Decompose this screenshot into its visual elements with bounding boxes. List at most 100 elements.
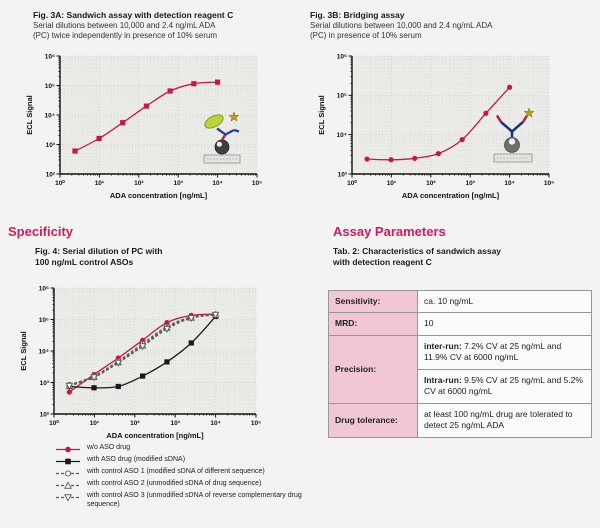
legend-item: w/o ASO drug <box>55 444 315 454</box>
tab2-caption-line2: with detection reagent C <box>333 257 432 268</box>
svg-text:10⁶: 10⁶ <box>337 53 347 60</box>
table-row: Drug tolerance: at least 100 ng/mL drug … <box>328 402 592 438</box>
fig3a-chart: 10⁰ 10¹ 10² 10³ 10⁴ 10⁵ 10² 10³ 10⁴ 10⁵ 10⁶ ADA con… <box>24 50 269 202</box>
table-row: Sensitivity: ca. 10 ng/mL <box>328 289 592 314</box>
svg-text:10²: 10² <box>46 171 56 178</box>
fig3a-description: Serial dilutions between 10,000 and 2.4 … <box>33 21 289 41</box>
legend-label: with control ASO 1 (modified sDNA of dif… <box>87 468 265 475</box>
svg-text:10⁵: 10⁵ <box>45 83 55 90</box>
fig3a-desc-line1: Serial dilutions between 10,000 and 2.4 … <box>33 21 216 31</box>
svg-text:ECL Signal: ECL Signal <box>19 331 28 370</box>
drug-tolerance-value: at least 100 ng/mL drug are tolerated to… <box>417 402 592 438</box>
svg-text:10⁴: 10⁴ <box>212 180 222 187</box>
sensitivity-value: ca. 10 ng/mL <box>417 289 592 314</box>
legend-marker-circle-icon <box>56 446 80 453</box>
svg-text:10³: 10³ <box>46 142 56 149</box>
svg-text:10⁵: 10⁵ <box>252 180 262 187</box>
svg-text:10³: 10³ <box>40 380 50 387</box>
svg-text:10⁰: 10⁰ <box>49 419 59 427</box>
svg-text:10³: 10³ <box>465 180 475 187</box>
svg-text:10¹: 10¹ <box>387 180 396 187</box>
fig4-caption-line1: Fig. 4: Serial dilution of PC with <box>35 246 163 256</box>
svg-text:ADA concentration [ng/mL]: ADA concentration [ng/mL] <box>402 191 500 200</box>
svg-text:10²: 10² <box>134 180 144 187</box>
legend-item: with control ASO 2 (unmodified sDNA of d… <box>55 480 315 490</box>
svg-text:10¹: 10¹ <box>90 420 99 427</box>
svg-text:ECL Signal: ECL Signal <box>317 95 326 134</box>
legend-label: with control ASO 3 (unmodified sDNA of r… <box>87 492 302 508</box>
svg-text:10²: 10² <box>426 180 436 187</box>
fig3a-title: Fig. 3A: Sandwich assay with detection r… <box>33 10 234 20</box>
fig3b-title: Fig. 3B: Bridging assay <box>310 10 405 20</box>
svg-text:10⁰: 10⁰ <box>55 179 65 187</box>
drug-tolerance-label: Drug tolerance: <box>328 402 418 438</box>
fig3b-caption: Fig. 3B: Bridging assay Serial dilutions… <box>310 10 566 42</box>
legend-item: with ASO drug (modified sDNA) <box>55 456 315 466</box>
svg-text:10²: 10² <box>130 420 140 427</box>
svg-text:10⁴: 10⁴ <box>39 348 49 355</box>
table-row: MRD: 10 <box>328 312 592 336</box>
svg-text:10³: 10³ <box>173 180 183 187</box>
legend-marker-triangle-open-icon <box>56 481 80 489</box>
svg-text:10⁵: 10⁵ <box>544 180 554 187</box>
svg-text:10⁴: 10⁴ <box>337 132 347 139</box>
fig3a-caption: Fig. 3A: Sandwich assay with detection r… <box>33 10 289 42</box>
intra-run-label: Intra-run: <box>424 374 462 385</box>
legend-label: with ASO drug (modified sDNA) <box>87 456 186 463</box>
fig4-caption: Fig. 4: Serial dilution of PC with 100 n… <box>35 246 265 268</box>
legend-item: with control ASO 3 (unmodified sDNA of r… <box>55 492 315 510</box>
svg-text:10⁶: 10⁶ <box>45 53 55 60</box>
fig4-chart: 10⁰ 10¹ 10² 10³ 10⁴ 10⁵ 10² 10³ 10⁴ 10⁵ 10⁶ ADA con… <box>18 282 268 442</box>
legend-marker-circle-open-icon <box>56 470 80 477</box>
legend-marker-square-icon <box>56 458 80 465</box>
bridging-assay-schematic-icon <box>493 107 535 163</box>
legend-item: with control ASO 1 (modified sDNA of dif… <box>55 468 315 478</box>
legend-label: w/o ASO drug <box>87 444 131 451</box>
sandwich-assay-schematic-icon <box>203 111 241 164</box>
mrd-value: 10 <box>417 312 592 336</box>
svg-text:10⁴: 10⁴ <box>504 180 514 187</box>
svg-text:10⁶: 10⁶ <box>39 285 49 292</box>
legend-label: with control ASO 2 (unmodified sDNA of d… <box>87 480 262 487</box>
tab2-caption: Tab. 2: Characteristics of sandwich assa… <box>333 246 583 268</box>
precision-inter-run-value: inter-run: 7.2% CV at 25 ng/mL and 11.9%… <box>417 334 592 370</box>
fig3b-description: Serial dilutions between 10,000 and 2.4 … <box>310 21 566 41</box>
fig3b-desc-line1: Serial dilutions between 10,000 and 2.4 … <box>310 21 493 31</box>
svg-text:10⁴: 10⁴ <box>45 112 55 119</box>
fig3b-chart: 10⁰ 10¹ 10² 10³ 10⁴ 10⁵ 10³ 10⁴ 10⁵ 10⁶ ADA concen… <box>316 50 561 202</box>
fig3b-desc-line2: (PC) in presence of 10% serum <box>310 31 422 41</box>
mrd-label: MRD: <box>328 312 418 336</box>
fig4-caption-line2: 100 ng/mL control ASOs <box>35 257 134 268</box>
table-row: Intra-run: 9.5% CV at 25 ng/mL and 5.2% … <box>329 368 592 404</box>
fig3a-desc-line2: (PC) twice independently in presence of … <box>33 31 218 41</box>
legend-marker-triangle-down-open-icon <box>56 494 80 502</box>
sensitivity-label: Sensitivity: <box>328 289 418 314</box>
svg-text:ADA concentration [ng/mL]: ADA concentration [ng/mL] <box>110 191 208 200</box>
intra-run-text: 9.5% CV at 25 ng/mL and 5.2% CV at 6000 … <box>424 374 583 397</box>
svg-text:10³: 10³ <box>170 420 180 427</box>
inter-run-label: inter-run: <box>424 340 462 351</box>
svg-text:ADA concentration [ng/mL]: ADA concentration [ng/mL] <box>106 431 204 440</box>
svg-text:10⁰: 10⁰ <box>347 179 357 187</box>
svg-text:10³: 10³ <box>338 171 348 178</box>
fig3b-plot: 10⁰ 10¹ 10² 10³ 10⁴ 10⁵ 10³ 10⁴ 10⁵ 10⁶ ADA concen… <box>317 53 554 200</box>
precision-label: Precision: <box>328 334 418 404</box>
tab2-caption-line1: Tab. 2: Characteristics of sandwich assa… <box>333 246 502 256</box>
specificity-heading: Specificity <box>8 224 74 239</box>
svg-text:10¹: 10¹ <box>95 180 104 187</box>
assay-parameters-table: Sensitivity: ca. 10 ng/mL MRD: 10 Precis… <box>328 289 592 438</box>
fig4-legend: w/o ASO drug with ASO drug (modified sDNA… <box>55 444 315 510</box>
table-row: Precision: inter-run: 7.2% CV at 25 ng/m… <box>328 334 592 404</box>
fig4-plot: 10⁰ 10¹ 10² 10³ 10⁴ 10⁵ 10² 10³ 10⁴ 10⁵ 10⁶ ADA con… <box>19 285 261 440</box>
assay-parameters-heading: Assay Parameters <box>333 224 446 239</box>
svg-text:10⁴: 10⁴ <box>210 420 220 427</box>
svg-text:10⁵: 10⁵ <box>39 317 49 324</box>
svg-text:10⁵: 10⁵ <box>251 420 261 427</box>
svg-text:10²: 10² <box>40 411 50 418</box>
inter-run-text: 7.2% CV at 25 ng/mL and 11.9% CV at 6000… <box>424 340 562 363</box>
svg-text:10⁵: 10⁵ <box>337 93 347 100</box>
precision-intra-run-value: Intra-run: 9.5% CV at 25 ng/mL and 5.2% … <box>417 368 592 404</box>
svg-text:ECL Signal: ECL Signal <box>25 95 34 134</box>
fig3a-plot: 10⁰ 10¹ 10² 10³ 10⁴ 10⁵ 10² 10³ 10⁴ 10⁵ 10⁶ ADA con… <box>25 53 262 200</box>
